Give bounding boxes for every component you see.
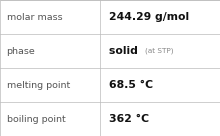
Text: (at STP): (at STP) — [145, 48, 174, 54]
Text: melting point: melting point — [7, 81, 70, 89]
Text: 244.29 g/mol: 244.29 g/mol — [109, 12, 189, 22]
Text: phase: phase — [7, 47, 35, 55]
Text: 68.5 °C: 68.5 °C — [109, 80, 153, 90]
Text: 362 °C: 362 °C — [109, 114, 149, 124]
Text: solid: solid — [109, 46, 145, 56]
Text: molar mass: molar mass — [7, 13, 62, 21]
Text: boiling point: boiling point — [7, 115, 65, 123]
